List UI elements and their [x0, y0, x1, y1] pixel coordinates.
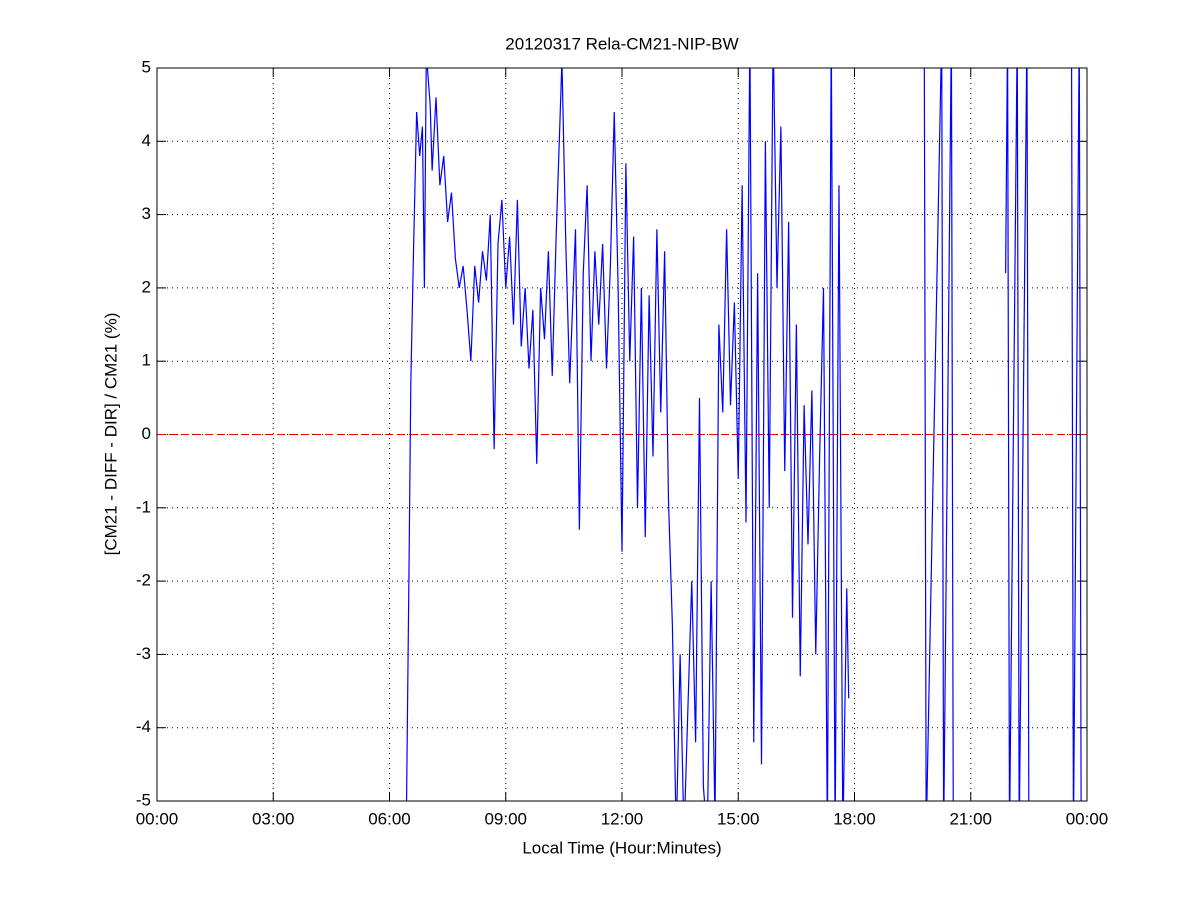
x-tick-label: 03:00 — [252, 809, 295, 828]
x-tick-label: 09:00 — [484, 809, 527, 828]
y-tick-label: -3 — [136, 644, 151, 663]
y-tick-label: -1 — [136, 497, 151, 516]
y-tick-label: -5 — [136, 790, 151, 809]
chart-title: 20120317 Rela-CM21-NIP-BW — [505, 34, 738, 53]
x-axis-label: Local Time (Hour:Minutes) — [522, 838, 721, 857]
plot-frame — [156, 67, 1088, 802]
y-tick-label: -2 — [136, 571, 151, 590]
x-tick-label: 12:00 — [601, 809, 644, 828]
x-tick-label: 00:00 — [1066, 809, 1109, 828]
y-tick-label: 5 — [142, 57, 151, 76]
x-tick-label: 06:00 — [368, 809, 411, 828]
x-tick-label: 15:00 — [717, 809, 760, 828]
y-tick-label: -4 — [136, 717, 151, 736]
y-axis-label: [CM21 - DIFF - DIR] / CM21 (%) — [101, 313, 120, 556]
data-line — [405, 68, 1082, 801]
x-tick-label: 00:00 — [136, 809, 179, 828]
y-tick-label: 4 — [142, 131, 151, 150]
y-tick-label: 2 — [142, 277, 151, 296]
y-tick-label: 3 — [142, 204, 151, 223]
x-tick-label: 18:00 — [833, 809, 876, 828]
y-tick-label: 1 — [142, 351, 151, 370]
y-tick-label: 0 — [142, 424, 151, 443]
x-tick-label: 21:00 — [949, 809, 992, 828]
